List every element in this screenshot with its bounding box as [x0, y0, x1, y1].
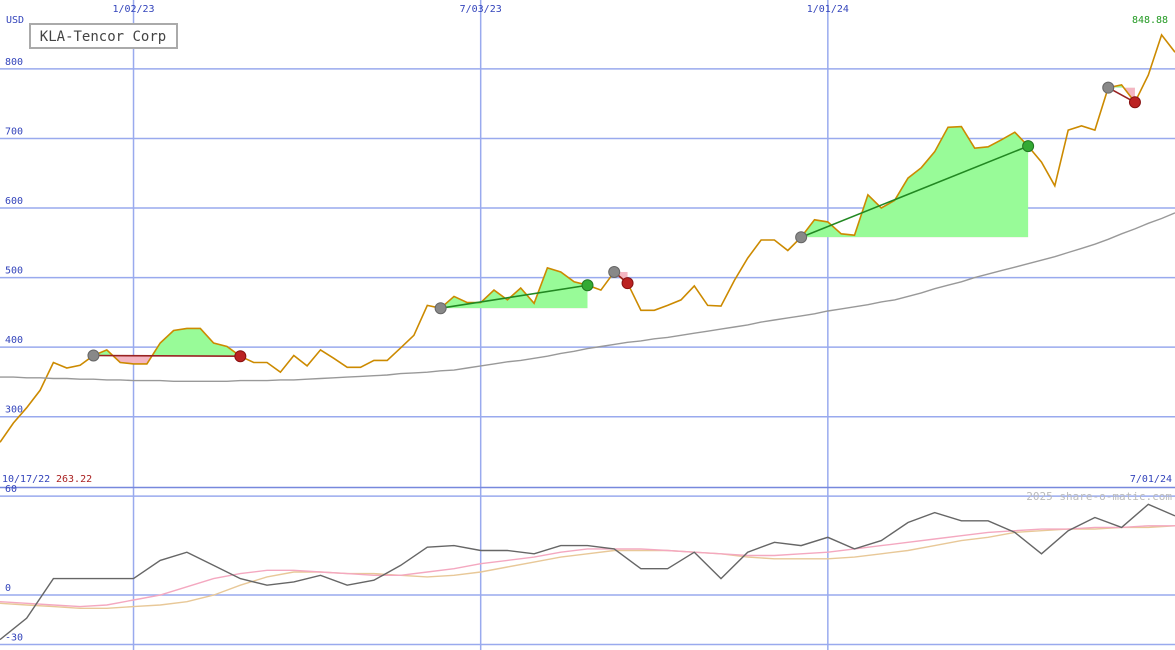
exit-dot	[234, 350, 247, 363]
exit-dot	[1128, 96, 1141, 109]
start-date: 10/17/22	[2, 474, 50, 485]
exit-dot	[621, 277, 634, 290]
y-tick-label: 700	[5, 126, 23, 137]
y-tick-label: 300	[5, 405, 23, 416]
series-line	[0, 525, 1175, 609]
y-tick-label: -30	[5, 633, 23, 644]
y-tick-label: 0	[5, 583, 11, 594]
y-tick-label: 60	[5, 484, 17, 495]
chart-title: KLA-Tencor Corp	[40, 29, 166, 45]
mark-layer	[0, 33, 1175, 641]
high-label: 848.88	[1132, 15, 1168, 26]
loss-area	[93, 355, 241, 364]
credit: 2025 share-o-matic.com	[1026, 490, 1172, 503]
series-line	[0, 212, 1175, 382]
exit-dot	[581, 279, 594, 292]
end-date: 7/01/24	[1130, 474, 1172, 485]
entry-dot	[608, 266, 621, 279]
y-tick-label: 400	[5, 335, 23, 346]
trade-line	[440, 284, 588, 309]
exit-dot	[1022, 140, 1035, 153]
gain-area	[801, 126, 1029, 238]
series-line	[0, 503, 1175, 641]
y-tick-label: 600	[5, 196, 23, 207]
series-line	[0, 525, 1175, 608]
x-tick-label: 1/02/23	[112, 4, 154, 15]
unit-label: USD	[6, 15, 24, 26]
trade-line	[800, 145, 1029, 238]
gain-area	[93, 328, 241, 356]
trade-line	[93, 354, 241, 358]
entry-dot	[1102, 81, 1115, 94]
y-tick-label: 500	[5, 266, 23, 277]
x-tick-label: 7/03/23	[460, 4, 502, 15]
start-price: 263.22	[56, 474, 92, 485]
x-tick-label: 1/01/24	[807, 4, 849, 15]
y-tick-label: 800	[5, 57, 23, 68]
entry-dot	[434, 302, 447, 315]
loss-area	[1108, 87, 1135, 103]
title-box	[29, 23, 178, 49]
gain-area	[440, 267, 588, 309]
entry-dot	[795, 231, 808, 244]
entry-dot	[87, 349, 100, 362]
